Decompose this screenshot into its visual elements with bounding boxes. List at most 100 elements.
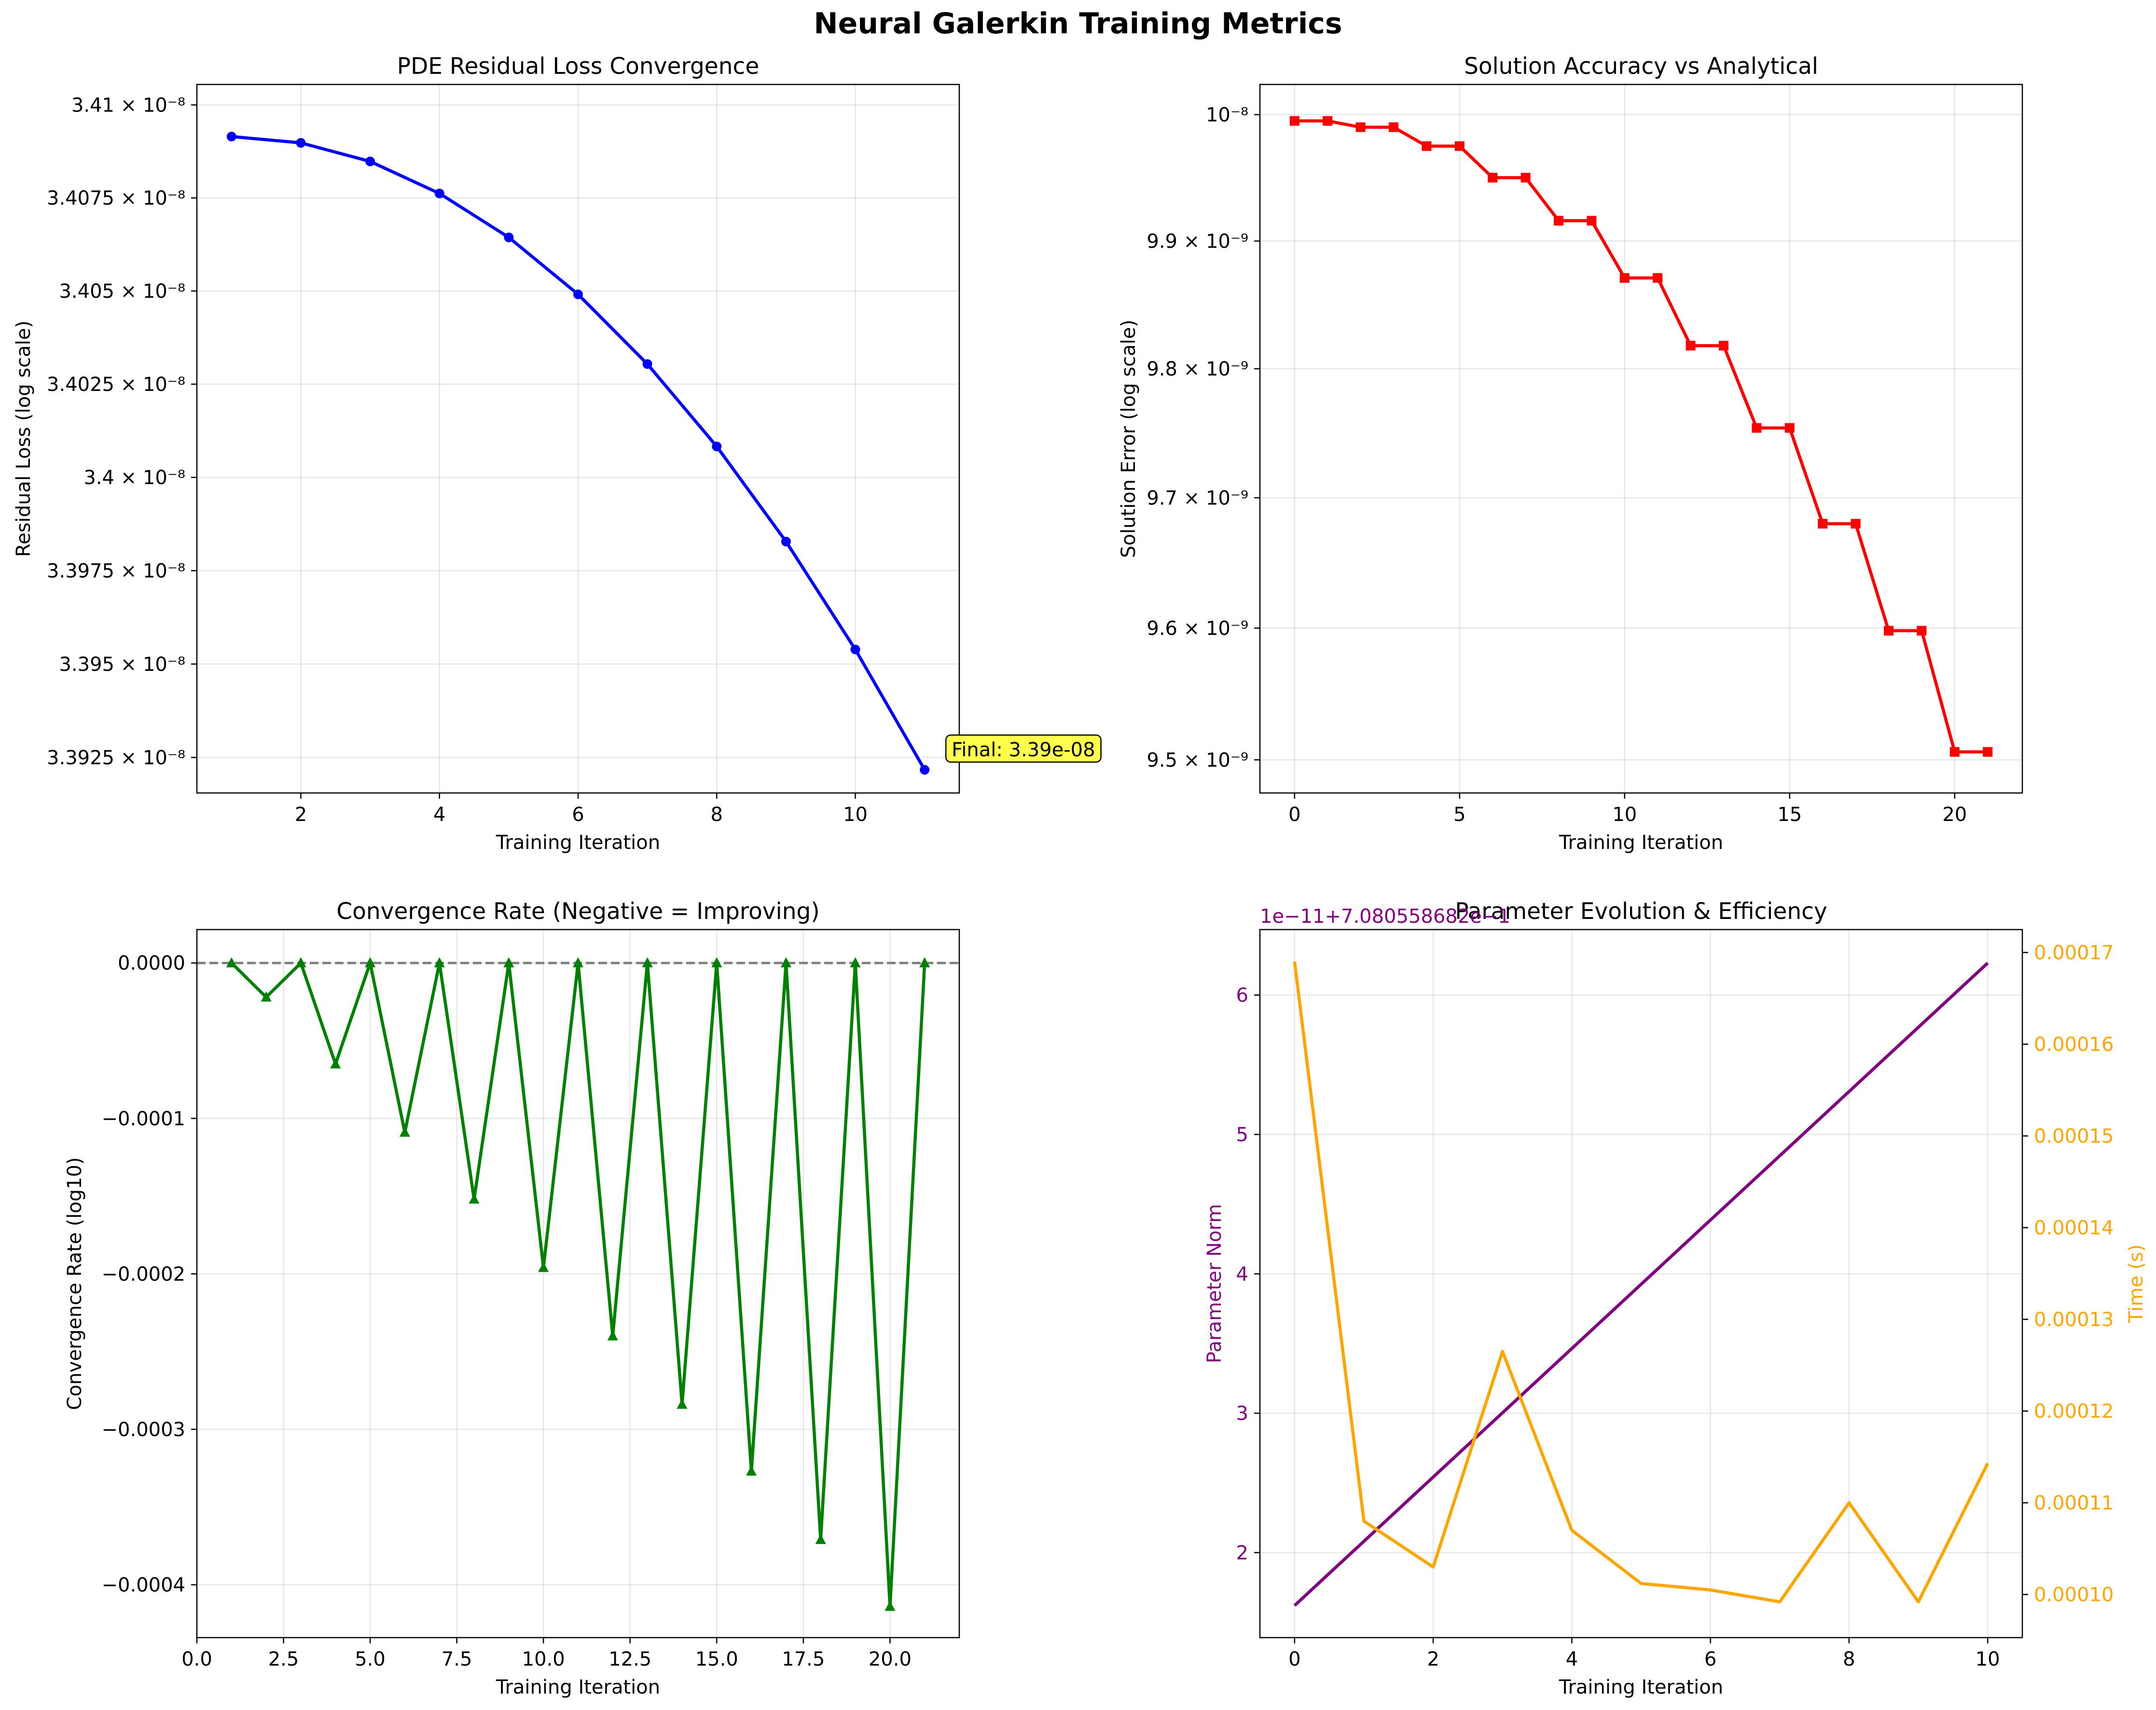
y-tick-label: 3.405 × 10⁻⁸: [59, 280, 185, 303]
x-tick-label: 2.5: [268, 1648, 299, 1670]
data-point: [1289, 116, 1299, 126]
series-line-1: [1293, 961, 1990, 1604]
x-tick-label: 15.0: [695, 1648, 738, 1670]
x-axis-label: Training Iteration: [1559, 832, 1723, 854]
y-tick-label: 9.7 × 10⁻⁹: [1147, 487, 1248, 509]
right-y-tick-label: 0.00010: [2034, 1584, 2114, 1606]
x-tick-label: 10.0: [522, 1648, 565, 1670]
x-tick-label: 10: [1612, 804, 1637, 826]
residual-loss-chart: 2 4 6 8 10 3.3925 × 10⁻⁸ 3.395 × 10⁻⁸ 3.3975 × …: [13, 53, 1102, 854]
y-tick-label: −0.0004: [102, 1574, 185, 1596]
data-point: [642, 359, 652, 369]
y-tick-label: 3.395 × 10⁻⁸: [59, 653, 185, 676]
y-tick-label: 9.9 × 10⁻⁹: [1147, 230, 1248, 252]
data-point: [1422, 141, 1432, 151]
axis-offset-text: 1e−11+7.080558682e−1: [1260, 905, 1510, 928]
data-point: [538, 1262, 549, 1272]
y-tick-label: −0.0001: [102, 1108, 185, 1130]
y-tick-label: 3.41 × 10⁻⁸: [71, 94, 185, 116]
data-point: [504, 232, 514, 242]
right-y-axis-label: Time (s): [2125, 1244, 2147, 1323]
data-point: [365, 957, 376, 968]
data-point: [296, 138, 306, 148]
y-tick-label: 9.6 × 10⁻⁹: [1147, 617, 1248, 640]
annotation-box: [945, 734, 1102, 763]
x-tick-label: 7.5: [442, 1648, 472, 1670]
plot-frame: [196, 929, 960, 1639]
data-point: [503, 957, 514, 968]
y-axis-label: Solution Error (log scale): [1118, 320, 1140, 558]
data-point: [330, 1058, 341, 1069]
x-tick-label: 5: [1453, 804, 1465, 826]
data-point: [1389, 122, 1399, 132]
data-point: [469, 1193, 480, 1204]
right-y-tick-label: 0.00015: [2034, 1126, 2114, 1148]
data-point: [780, 957, 791, 968]
data-point: [677, 1398, 688, 1409]
data-point: [573, 289, 583, 299]
y-tick-label: 4: [1236, 1263, 1248, 1285]
x-tick-label: 10: [843, 804, 868, 826]
y-axis-label: Convergence Rate (log10): [64, 1157, 86, 1410]
x-tick-label: 15: [1777, 804, 1802, 826]
data-point: [1851, 519, 1861, 529]
data-point: [920, 765, 930, 775]
convergence-rate-chart: 0.0 2.5 5.0 7.5 10.0 12.5 15.0 17.5 20.0 0.0000 −0…: [64, 898, 960, 1698]
y-axis-label: Residual Loss (log scale): [13, 320, 35, 557]
right-y-tick-label: 0.00011: [2034, 1492, 2114, 1515]
data-point: [746, 1465, 757, 1476]
data-point: [399, 1126, 410, 1137]
right-y-tick-label: 0.00013: [2034, 1309, 2114, 1331]
y-tick-label: 3.4025 × 10⁻⁸: [47, 374, 185, 396]
y-tick-label: 6: [1236, 985, 1248, 1007]
data-point: [1554, 216, 1564, 226]
plot-frame: [1259, 929, 2023, 1639]
right-y-tick-label: 0.00016: [2034, 1034, 2114, 1056]
y-tick-label: −0.0002: [102, 1263, 185, 1285]
x-tick-label: 8: [711, 804, 723, 826]
chart-title: Solution Accuracy vs Analytical: [1464, 53, 1818, 80]
chart-title: Parameter Evolution & Efficiency: [1455, 898, 1827, 925]
y-tick-label: 5: [1236, 1124, 1248, 1146]
y-tick-label: 3.3975 × 10⁻⁸: [47, 560, 185, 582]
data-point: [573, 957, 583, 968]
data-point: [1355, 122, 1366, 132]
x-tick-label: 20.0: [869, 1648, 912, 1670]
data-point: [1752, 423, 1762, 433]
data-point: [1784, 423, 1795, 433]
chart-title: PDE Residual Loss Convergence: [397, 53, 760, 80]
data-point: [1653, 273, 1663, 283]
data-point: [1454, 141, 1465, 151]
x-tick-label: 6: [572, 804, 584, 826]
x-tick-label: 10: [1976, 1648, 2000, 1670]
y-tick-label: 3: [1236, 1403, 1248, 1425]
data-point: [365, 156, 375, 167]
data-point: [919, 957, 930, 968]
data-point: [1917, 626, 1927, 636]
x-tick-label: 17.5: [782, 1648, 825, 1670]
right-y-tick-label: 0.00012: [2034, 1401, 2114, 1423]
x-tick-label: 4: [1566, 1648, 1578, 1670]
series-line-0: [1293, 961, 1989, 1607]
x-tick-label: 6: [1704, 1648, 1716, 1670]
data-point: [434, 957, 445, 968]
data-point: [850, 644, 860, 654]
data-point: [850, 957, 861, 968]
x-tick-label: 4: [433, 804, 445, 826]
data-point: [1949, 747, 1960, 757]
data-point: [885, 1600, 896, 1611]
data-point: [261, 991, 272, 1002]
x-tick-label: 12.5: [608, 1648, 651, 1670]
x-tick-label: 5.0: [355, 1648, 386, 1670]
x-tick-label: 2: [295, 804, 307, 826]
y-tick-label: 3.3925 × 10⁻⁸: [47, 747, 185, 769]
final-value-annotation: Final: 3.39e-08: [952, 739, 1095, 761]
data-point: [1587, 216, 1597, 226]
parameter-evolution-chart: 0 2 4 6 8 10 2 3 4 5 6 Parameter Evolution & Effici…: [1203, 898, 2147, 1698]
y-tick-label: 3.4 × 10⁻⁸: [83, 467, 185, 489]
data-point: [226, 957, 237, 968]
data-point: [607, 1330, 618, 1341]
x-tick-label: 8: [1843, 1648, 1855, 1670]
plot-frame: [1259, 83, 2023, 794]
